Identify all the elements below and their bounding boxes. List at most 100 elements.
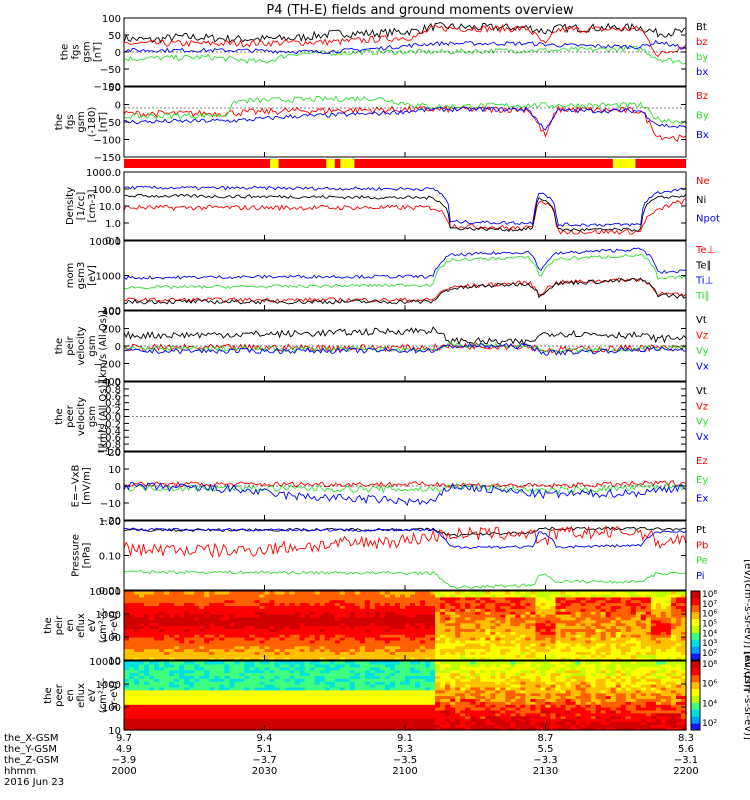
spectrogram-cell <box>134 634 140 638</box>
spectrogram-cell <box>284 605 291 609</box>
y-tick-label: 0.10 <box>99 552 121 563</box>
spectrogram-cell <box>179 698 185 702</box>
spectrogram-cell <box>354 639 361 644</box>
spectrogram-cell <box>475 661 481 665</box>
spectrogram-cell <box>309 614 316 618</box>
spectrogram-cell <box>154 645 160 650</box>
spectrogram-cell <box>354 622 361 627</box>
spectrogram-cell <box>374 678 381 682</box>
spectrogram-cell <box>234 605 240 609</box>
spectrogram-cell <box>620 616 627 621</box>
spectrogram-cell <box>144 724 150 728</box>
spectrogram-cell <box>149 669 155 674</box>
spectrogram-cell <box>294 619 301 624</box>
spectrogram-cell <box>510 718 516 722</box>
spectrogram-cell <box>480 661 486 665</box>
spectrogram-cell <box>359 718 366 722</box>
spectrogram-cell <box>580 596 587 601</box>
spectrogram-cell <box>465 622 471 627</box>
spectrogram-cell <box>159 724 165 728</box>
spectrogram-cell <box>575 628 582 632</box>
spectrogram-cell <box>274 642 281 647</box>
spectrogram-cell <box>354 611 361 615</box>
spectrogram-cell <box>490 628 496 632</box>
spectrogram-cell <box>374 689 381 694</box>
spectrogram-cell <box>234 686 240 691</box>
spectrogram-cell <box>625 639 632 644</box>
spectrogram-cell <box>159 701 165 705</box>
spectrogram-cell <box>615 657 622 661</box>
spectrogram-cell <box>590 593 597 598</box>
spectrogram-cell <box>379 704 386 708</box>
spectrogram-cell <box>560 642 567 647</box>
spectrogram-cell <box>199 698 205 702</box>
spectrogram-cell <box>294 698 301 702</box>
spectrogram-cell <box>359 666 366 671</box>
spectrogram-cell <box>515 701 521 705</box>
spectrogram-cell <box>279 625 286 629</box>
spectrogram-cell <box>430 701 436 705</box>
spectrogram-cell <box>174 648 180 652</box>
legend-label: Ez <box>696 456 708 467</box>
spectrogram-cell <box>344 642 351 647</box>
spectrogram-cell <box>344 648 351 652</box>
spectrogram-cell <box>189 611 195 615</box>
spectrogram-cell <box>430 718 436 722</box>
y-tick-label: 50 <box>108 31 121 42</box>
spectrogram-cell <box>299 602 306 606</box>
spectrogram-cell <box>515 614 521 618</box>
spectrogram-cell <box>184 681 190 685</box>
spectrogram-cell <box>369 721 376 725</box>
spectrogram-cell <box>450 596 456 601</box>
y-tick-label: 0.8 <box>105 385 121 396</box>
spectrogram-cell <box>309 724 316 728</box>
spectrogram-cell <box>560 591 567 595</box>
spectrogram-cell <box>254 689 261 694</box>
spectrogram-cell <box>279 611 286 615</box>
spectrogram-cell <box>460 692 466 697</box>
spectrogram-cell <box>209 602 215 606</box>
spectrogram-cell <box>550 648 557 652</box>
spectrogram-cell <box>565 645 572 650</box>
spectrogram-cell <box>440 639 446 644</box>
spectrogram-cell <box>410 678 416 682</box>
spectrogram-cell <box>425 672 431 676</box>
spectrogram-cell <box>254 599 261 604</box>
spectrogram-cell <box>214 596 220 601</box>
spectrogram-cell <box>540 591 547 595</box>
spectrogram-cell <box>204 678 210 682</box>
spectrogram-cell <box>369 608 376 612</box>
spectrogram-cell <box>139 645 145 650</box>
spectrogram-cell <box>329 666 336 671</box>
spectrogram-cell <box>224 684 230 688</box>
spectrogram-cell <box>144 602 150 606</box>
spectrogram-cell <box>289 663 296 668</box>
spectrogram-cell <box>480 715 486 720</box>
spectrogram-cell <box>605 642 612 647</box>
spectrogram-cell <box>189 712 195 717</box>
spectrogram-cell <box>440 608 446 612</box>
spectrogram-cell <box>244 622 250 627</box>
spectrogram-cell <box>224 639 230 644</box>
spectrogram-cell <box>159 692 165 697</box>
spectrogram-cell <box>410 707 416 711</box>
spectrogram-cell <box>124 651 130 655</box>
spectrogram-cell <box>329 591 336 595</box>
spectrogram-cell <box>530 591 536 595</box>
spectrogram-cell <box>239 692 245 697</box>
spectrogram-cell <box>440 625 446 629</box>
spectrogram-cell <box>575 625 582 629</box>
spectrogram-cell <box>650 622 657 627</box>
spectrogram-cell <box>144 611 150 615</box>
spectrogram-cell <box>620 634 627 638</box>
spectrogram-cell <box>505 695 511 699</box>
spectrogram-cell <box>595 605 602 609</box>
spectrogram-cell <box>179 675 185 679</box>
spectrogram-cell <box>374 596 381 601</box>
spectrogram-cell <box>279 639 286 644</box>
spectrogram-cell <box>600 654 607 658</box>
spectrogram-cell <box>224 707 230 711</box>
spectrogram-cell <box>440 637 446 641</box>
spectrogram-cell <box>244 692 250 697</box>
spectrogram-cell <box>470 642 476 647</box>
